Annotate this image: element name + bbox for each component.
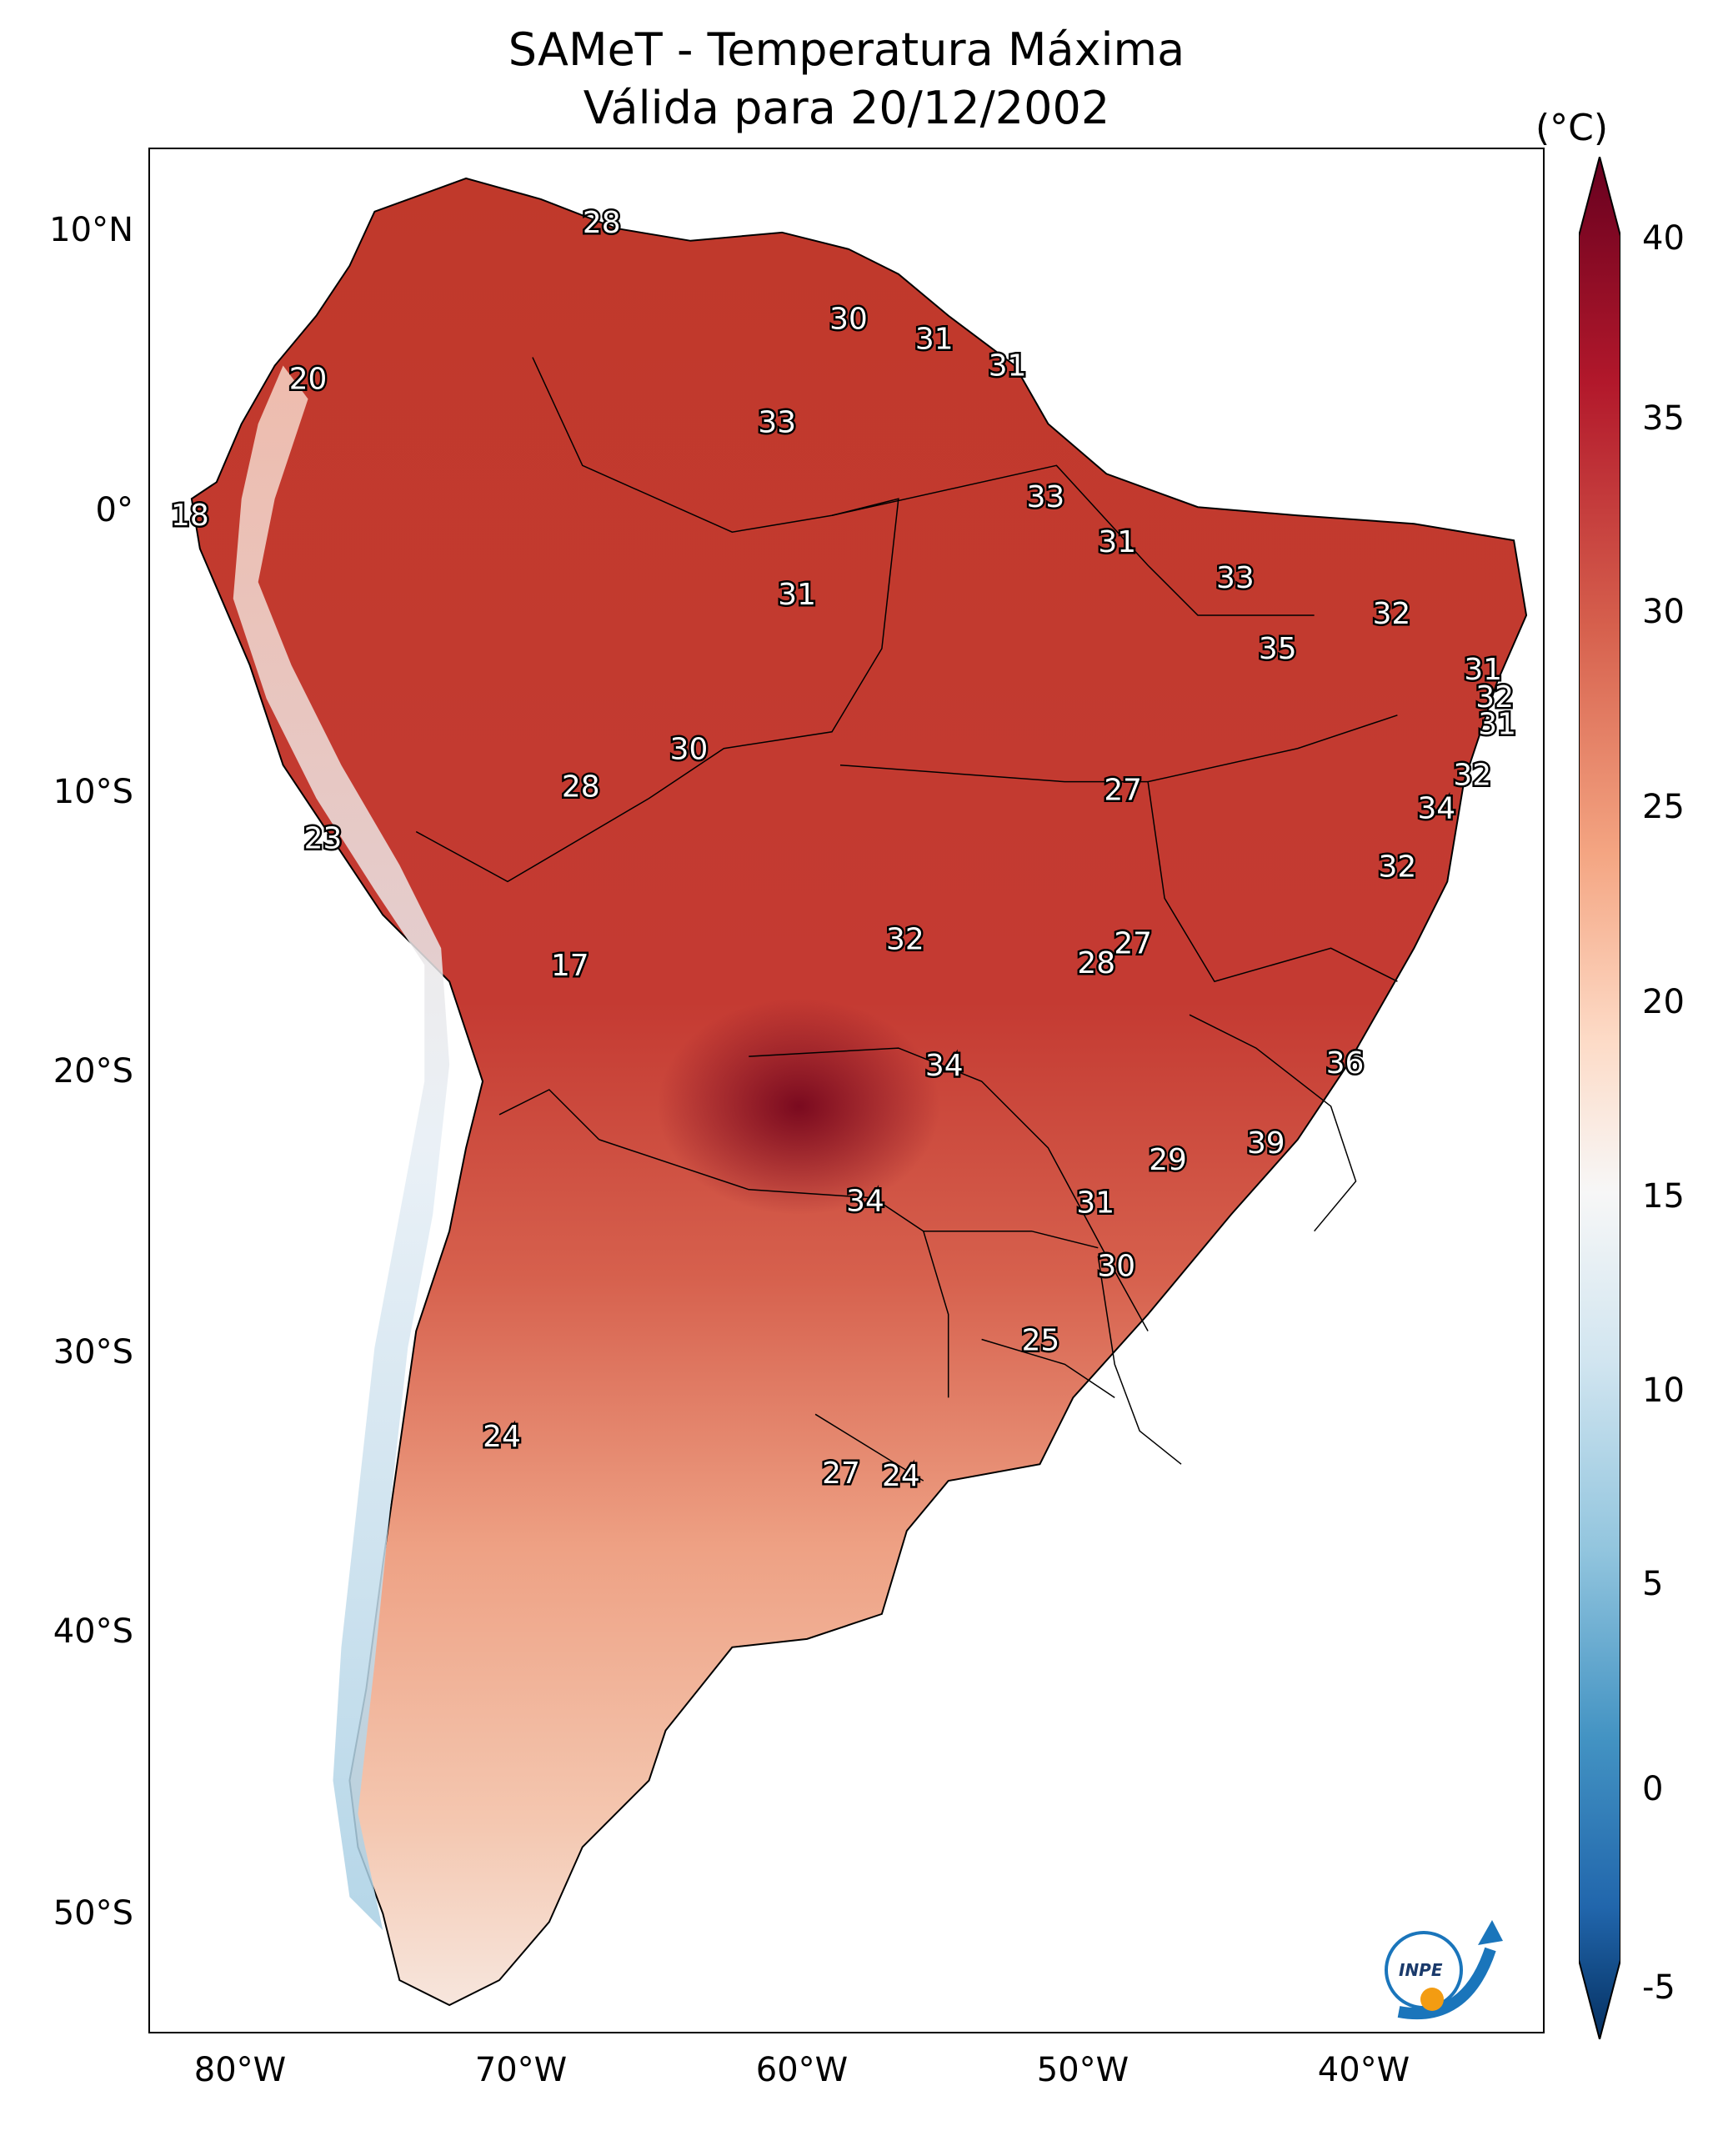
temp-label: 27: [822, 1457, 860, 1491]
temp-label: 25: [1022, 1323, 1060, 1357]
temp-label: 31: [778, 578, 816, 612]
colorbar-tick-0: 0: [1642, 1770, 1664, 1808]
map-area: 28 30 31 31 20 33 33 18 31 31 33 32 35 3…: [148, 148, 1545, 2033]
temp-label: 28: [1077, 946, 1115, 980]
temp-label: 30: [1097, 1250, 1135, 1284]
temp-label: 30: [829, 303, 868, 337]
lat-label-10n: 10°N: [49, 211, 133, 249]
temp-label: 31: [1464, 653, 1502, 687]
map-subtitle: Válida para 20/12/2002: [583, 82, 1110, 134]
temp-label: 34: [925, 1049, 964, 1083]
lon-label-80w: 80°W: [193, 2051, 287, 2089]
temp-label: 35: [1259, 632, 1297, 666]
temp-label: 31: [989, 349, 1027, 384]
temp-label: 32: [1373, 597, 1411, 631]
temp-label: 31: [915, 323, 954, 357]
lon-label-50w: 50°W: [1036, 2051, 1129, 2089]
lat-label-50s: 50°S: [53, 1894, 133, 1933]
temp-label: 28: [562, 770, 600, 805]
lat-label-10s: 10°S: [53, 773, 133, 811]
logo-text: INPE: [1399, 1960, 1443, 1980]
colorbar-tick-35: 35: [1642, 399, 1685, 438]
temp-label: 34: [1417, 792, 1455, 826]
lon-label-60w: 60°W: [755, 2051, 849, 2089]
temp-label: 17: [551, 949, 589, 983]
temp-label: 31: [1478, 708, 1516, 742]
colorbar-tick-20: 20: [1642, 983, 1685, 1021]
temp-label: 24: [483, 1420, 521, 1454]
temp-label: 28: [583, 206, 621, 240]
lat-label-20s: 20°S: [53, 1052, 133, 1091]
lat-label-0: 0°: [95, 491, 133, 529]
temp-label: 33: [758, 405, 796, 439]
temp-label: 33: [1216, 561, 1255, 595]
temperature-map: 28 30 31 31 20 33 33 18 31 31 33 32 35 3…: [169, 177, 1528, 2007]
temp-label: 31: [1076, 1186, 1114, 1221]
lat-label-40s: 40°S: [53, 1612, 133, 1651]
temp-label: 23: [304, 822, 343, 856]
inpe-logo-icon: INPE: [1385, 1920, 1503, 2020]
colorbar-tick-10: 10: [1642, 1371, 1685, 1410]
temp-label: 20: [289, 362, 328, 396]
colorbar-tick-minus5: -5: [1642, 1968, 1675, 2007]
colorbar-tick-15: 15: [1642, 1177, 1685, 1216]
colorbar-unit: (°C): [1535, 107, 1609, 149]
temp-label: 32: [1475, 680, 1514, 714]
colorbar-tick-30: 30: [1642, 593, 1685, 631]
temp-label: 31: [1098, 525, 1136, 559]
temp-label: 32: [1379, 850, 1417, 884]
lon-label-70w: 70°W: [474, 2051, 568, 2089]
lon-label-40w: 40°W: [1317, 2051, 1410, 2089]
temp-label: 29: [1149, 1143, 1187, 1177]
temp-label: 18: [171, 499, 209, 533]
map-title: SAMeT - Temperatura Máxima: [508, 23, 1185, 76]
temp-label: 39: [1247, 1126, 1285, 1161]
temp-label: 33: [1027, 480, 1065, 514]
colorbar-tick-25: 25: [1642, 788, 1685, 826]
temp-label: 36: [1326, 1046, 1365, 1081]
temp-label: 24: [882, 1459, 920, 1493]
temp-label: 32: [886, 922, 924, 956]
country-borders: [415, 357, 1398, 1482]
temp-label: 27: [1114, 926, 1152, 960]
lat-label-30s: 30°S: [53, 1333, 133, 1371]
temp-label: 34: [846, 1185, 884, 1219]
andes-cool-band: [233, 365, 450, 1931]
temperature-labels: 28 30 31 31 20 33 33 18 31 31 33 32 35 3…: [169, 203, 1519, 1495]
colorbar-tick-5: 5: [1642, 1565, 1664, 1603]
colorbar-tick-40: 40: [1642, 219, 1685, 258]
temp-label: 27: [1104, 774, 1142, 808]
colorbar: [1579, 157, 1620, 2039]
hotspot-chaco: [657, 998, 940, 1215]
temp-label: 30: [670, 733, 709, 767]
temp-label: 32: [1453, 759, 1491, 793]
